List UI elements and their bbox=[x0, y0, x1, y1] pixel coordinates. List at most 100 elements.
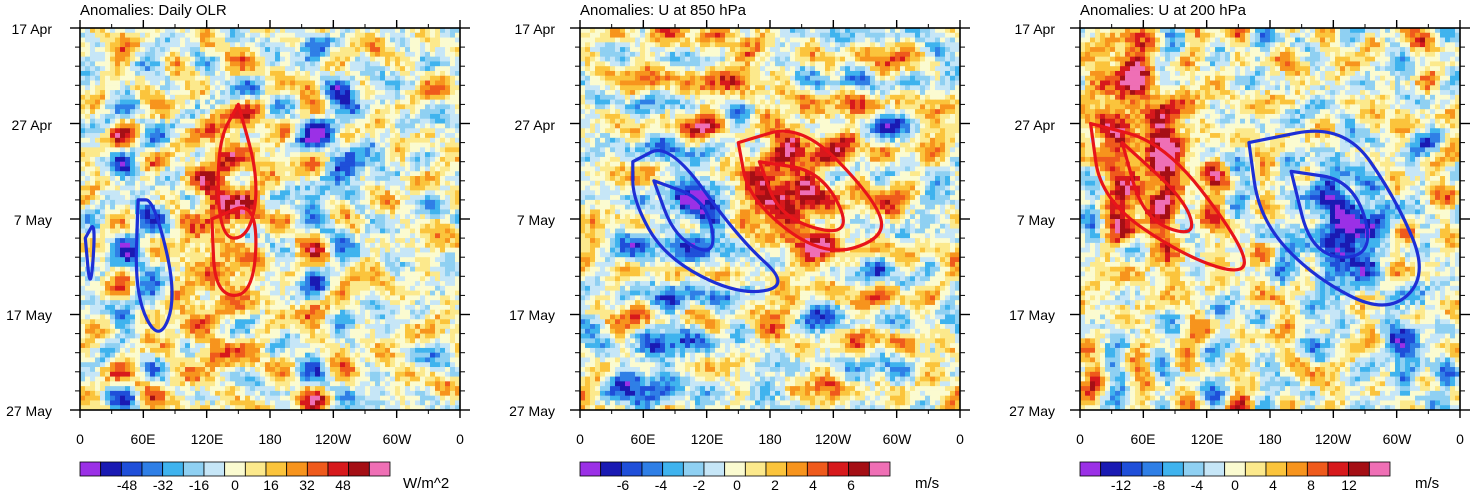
heatmap-cell bbox=[190, 181, 195, 186]
heatmap-cell bbox=[420, 76, 425, 81]
heatmap-cell bbox=[435, 224, 440, 229]
heatmap-cell bbox=[215, 334, 220, 339]
heatmap-cell bbox=[370, 281, 375, 286]
heatmap-cell bbox=[450, 52, 455, 57]
heatmap-cell bbox=[80, 300, 85, 305]
heatmap-cell bbox=[320, 57, 325, 62]
heatmap-cell bbox=[135, 76, 140, 81]
heatmap-cell bbox=[440, 262, 445, 267]
heatmap-cell bbox=[325, 33, 330, 38]
heatmap-cell bbox=[110, 209, 115, 214]
heatmap-cell bbox=[415, 214, 420, 219]
heatmap-cell bbox=[410, 219, 415, 224]
heatmap-cell bbox=[80, 329, 85, 334]
heatmap-cell bbox=[335, 38, 340, 43]
heatmap-cell bbox=[325, 47, 330, 52]
heatmap-cell bbox=[385, 267, 390, 272]
heatmap-cell bbox=[130, 104, 135, 109]
heatmap-cell bbox=[350, 147, 355, 152]
heatmap-cell bbox=[350, 42, 355, 47]
heatmap-cell bbox=[110, 276, 115, 281]
heatmap-cell bbox=[395, 281, 400, 286]
heatmap-cell bbox=[280, 42, 285, 47]
heatmap-cell bbox=[160, 176, 165, 181]
heatmap-cell bbox=[95, 238, 100, 243]
heatmap-cell bbox=[215, 33, 220, 38]
heatmap-cell bbox=[210, 33, 215, 38]
heatmap-cell bbox=[255, 272, 260, 277]
heatmap-cell bbox=[155, 61, 160, 66]
heatmap-cell bbox=[130, 128, 135, 133]
heatmap-cell bbox=[105, 47, 110, 52]
heatmap-cell bbox=[345, 157, 350, 162]
heatmap-cell bbox=[105, 291, 110, 296]
heatmap-cell bbox=[445, 195, 450, 200]
heatmap-cell bbox=[385, 181, 390, 186]
heatmap-cell bbox=[270, 295, 275, 300]
heatmap-cell bbox=[255, 319, 260, 324]
heatmap-cell bbox=[445, 214, 450, 219]
heatmap-cell bbox=[175, 109, 180, 114]
heatmap-cell bbox=[385, 262, 390, 267]
heatmap-cell bbox=[260, 52, 265, 57]
heatmap-cell bbox=[375, 224, 380, 229]
heatmap-cell bbox=[335, 157, 340, 162]
heatmap-cell bbox=[405, 109, 410, 114]
heatmap-cell bbox=[260, 47, 265, 52]
heatmap-cell bbox=[285, 171, 290, 176]
heatmap-cell bbox=[215, 324, 220, 329]
heatmap-cell bbox=[405, 138, 410, 143]
heatmap-cell bbox=[205, 229, 210, 234]
heatmap-cell bbox=[370, 233, 375, 238]
heatmap-cell bbox=[435, 276, 440, 281]
heatmap-cell bbox=[440, 319, 445, 324]
heatmap-cell bbox=[300, 276, 305, 281]
heatmap-cell bbox=[305, 267, 310, 272]
heatmap-cell bbox=[185, 200, 190, 205]
heatmap-cell bbox=[350, 233, 355, 238]
heatmap-cell bbox=[395, 104, 400, 109]
heatmap-cell bbox=[265, 190, 270, 195]
heatmap-cell bbox=[435, 233, 440, 238]
heatmap-cell bbox=[165, 109, 170, 114]
heatmap-cell bbox=[380, 248, 385, 253]
heatmap-cell bbox=[100, 186, 105, 191]
heatmap-cell bbox=[180, 90, 185, 95]
heatmap-cell bbox=[315, 267, 320, 272]
heatmap-cell bbox=[345, 338, 350, 343]
heatmap-cell bbox=[290, 104, 295, 109]
heatmap-cell bbox=[200, 124, 205, 129]
heatmap-cell bbox=[300, 114, 305, 119]
heatmap-cell bbox=[450, 81, 455, 86]
heatmap-cell bbox=[310, 262, 315, 267]
heatmap-cell bbox=[300, 190, 305, 195]
heatmap-cell bbox=[120, 119, 125, 124]
heatmap-cell bbox=[205, 61, 210, 66]
heatmap-cell bbox=[280, 324, 285, 329]
heatmap-cell bbox=[165, 90, 170, 95]
heatmap-cell bbox=[290, 319, 295, 324]
heatmap-cell bbox=[295, 200, 300, 205]
heatmap-cell bbox=[255, 33, 260, 38]
heatmap-cell bbox=[225, 133, 230, 138]
heatmap-cell bbox=[215, 114, 220, 119]
heatmap-cell bbox=[320, 334, 325, 339]
heatmap-cell bbox=[440, 114, 445, 119]
heatmap-cell bbox=[355, 42, 360, 47]
heatmap-cell bbox=[270, 267, 275, 272]
heatmap-cell bbox=[290, 219, 295, 224]
heatmap-cell bbox=[300, 104, 305, 109]
heatmap-cell bbox=[120, 57, 125, 62]
heatmap-cell bbox=[85, 157, 90, 162]
heatmap-cell bbox=[145, 104, 150, 109]
heatmap-cell bbox=[85, 186, 90, 191]
heatmap-cell bbox=[405, 305, 410, 310]
heatmap-cell bbox=[115, 224, 120, 229]
heatmap-cell bbox=[205, 138, 210, 143]
heatmap-cell bbox=[340, 252, 345, 257]
heatmap-cell bbox=[175, 267, 180, 272]
heatmap-cell bbox=[95, 338, 100, 343]
heatmap-cell bbox=[370, 124, 375, 129]
heatmap-cell bbox=[105, 176, 110, 181]
heatmap-cell bbox=[405, 152, 410, 157]
